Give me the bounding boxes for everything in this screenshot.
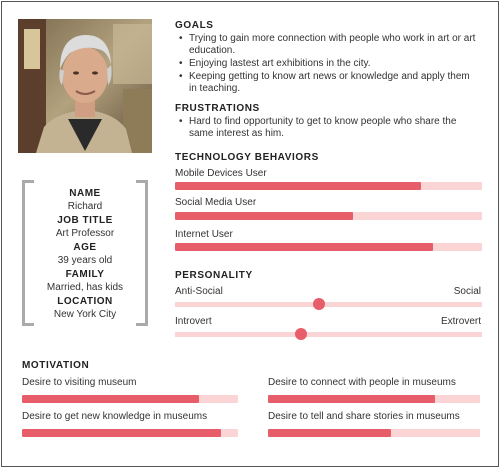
personality-right-label: Social bbox=[453, 286, 481, 297]
motivation-label: Desire to connect with people in museums bbox=[268, 377, 456, 388]
goal-item: Keeping getting to know art news or know… bbox=[175, 71, 480, 95]
motivation-bar-knowledge-fill bbox=[22, 429, 221, 437]
tech-bar-social-fill bbox=[175, 212, 354, 220]
personality-knob-extrovert bbox=[294, 328, 307, 340]
name-value: Richard bbox=[67, 201, 103, 212]
tech-bar-mobile-fill bbox=[175, 182, 421, 190]
personality-heading: PERSONALITY bbox=[175, 270, 253, 281]
age-value: 39 years old bbox=[57, 255, 113, 266]
motivation-bar-connect-fill bbox=[268, 395, 436, 403]
right-bracket bbox=[136, 180, 148, 326]
location-label: LOCATION bbox=[57, 296, 113, 307]
motivation-bar-stories bbox=[268, 429, 480, 437]
technology-heading: TECHNOLOGY BEHAVIORS bbox=[175, 152, 319, 163]
job-title-value: Art Professor bbox=[55, 228, 115, 239]
tech-label-mobile: Mobile Devices User bbox=[175, 168, 267, 179]
tech-label-internet: Internet User bbox=[175, 229, 233, 240]
goals-list: Trying to gain more connection with peop… bbox=[175, 33, 480, 96]
personality-left-label: Anti-Social bbox=[175, 286, 223, 297]
personality-knob-social bbox=[313, 298, 326, 310]
motivation-bar-stories-fill bbox=[268, 429, 391, 437]
goals-heading: GOALS bbox=[175, 20, 214, 31]
frustrations-heading: FRUSTRATIONS bbox=[175, 103, 260, 114]
motivation-bar-connect bbox=[268, 395, 480, 403]
frustrations-list: Hard to find opportunity to get to know … bbox=[175, 116, 480, 141]
motivation-label: Desire to visiting museum bbox=[22, 377, 137, 388]
profile-info: NAME Richard JOB TITLE Art Professor AGE… bbox=[22, 180, 148, 326]
name-label: NAME bbox=[69, 188, 101, 199]
personality-left-label: Introvert bbox=[175, 316, 212, 327]
persona-photo bbox=[18, 19, 152, 153]
location-value: New York City bbox=[53, 309, 117, 320]
motivation-label: Desire to get new knowledge in museums bbox=[22, 411, 208, 422]
motivation-heading: MOTIVATION bbox=[22, 360, 90, 371]
tech-label-social: Social Media User bbox=[175, 197, 257, 208]
left-bracket bbox=[22, 180, 34, 326]
tech-bar-mobile bbox=[175, 182, 482, 190]
frustration-item: Hard to find opportunity to get to know … bbox=[175, 116, 480, 140]
family-label: FAMILY bbox=[65, 269, 105, 280]
motivation-bar-knowledge bbox=[22, 429, 238, 437]
tech-bar-internet bbox=[175, 243, 482, 251]
motivation-bar-visiting-fill bbox=[22, 395, 200, 403]
personality-right-label: Extrovert bbox=[440, 316, 481, 327]
tech-bar-internet-fill bbox=[175, 243, 433, 251]
tech-bar-social bbox=[175, 212, 482, 220]
job-title-label: JOB TITLE bbox=[57, 215, 113, 226]
motivation-label: Desire to tell and share stories in muse… bbox=[268, 411, 460, 422]
personality-scale-social bbox=[175, 298, 482, 310]
personality-scale-extrovert bbox=[175, 328, 482, 340]
goal-item: Enjoying lastest art exhibitions in the … bbox=[175, 58, 480, 70]
age-label: AGE bbox=[73, 242, 97, 253]
motivation-bar-visiting bbox=[22, 395, 238, 403]
family-value: Married, has kids bbox=[46, 282, 124, 293]
goal-item: Trying to gain more connection with peop… bbox=[175, 33, 480, 57]
